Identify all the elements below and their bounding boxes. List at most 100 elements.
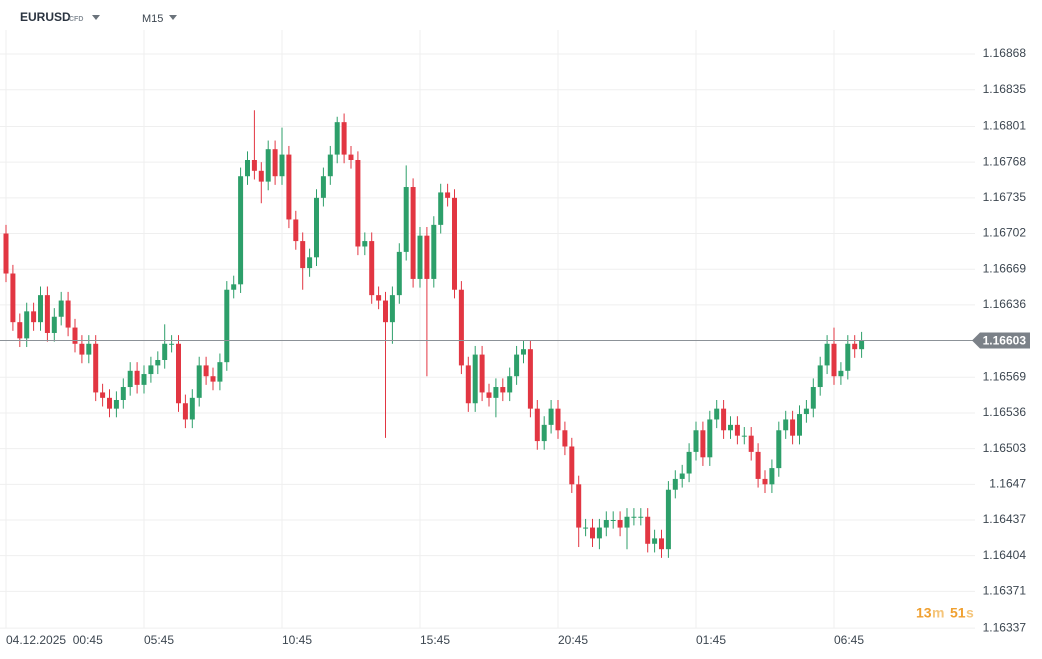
candle-body (189, 397, 195, 420)
candle-body (320, 176, 326, 198)
candle-body (852, 343, 858, 350)
candle-body (348, 154, 354, 160)
axis: 1.16868 1.16835 1.16801 1.16768 1.16735 1.167… (0, 46, 1030, 647)
candles (3, 110, 865, 558)
candle-body (307, 257, 313, 269)
candle-body (617, 520, 623, 528)
candle-body (700, 430, 706, 458)
dropdown-arrow[interactable] (92, 15, 100, 20)
candle-body (748, 435, 754, 452)
candle-body (44, 295, 50, 333)
symbol-tag: CFD (69, 16, 83, 23)
candle-body (58, 300, 64, 317)
candle-body (217, 362, 223, 382)
timeframe[interactable]: M15 (142, 13, 163, 25)
candle-body (569, 446, 575, 485)
candle-body (51, 316, 57, 333)
candle-body (334, 122, 340, 155)
candle-body (803, 408, 809, 415)
y-tick-label: 1.16868 (983, 46, 1027, 60)
candle-body (659, 538, 664, 550)
y-tick-label: 1.16503 (983, 441, 1027, 455)
candle-body (224, 289, 230, 363)
candle-body (127, 370, 133, 388)
candle-body (383, 300, 388, 323)
grid (0, 30, 975, 629)
candle-body (797, 414, 802, 436)
candle-body (362, 241, 368, 247)
candle-body (417, 235, 423, 279)
candle-body (665, 489, 671, 550)
candle-body (3, 233, 9, 274)
candle-body (272, 149, 278, 177)
candle-body (831, 343, 837, 377)
candle-body (258, 170, 264, 182)
candle-body (31, 311, 37, 323)
y-tick-label: 1.16371 (983, 584, 1027, 598)
candle-body (155, 360, 161, 366)
y-tick-label: 1.16569 (983, 369, 1027, 383)
candle-body (645, 516, 651, 544)
x-tick-label: 15:45 (420, 633, 450, 647)
candle-body (162, 343, 168, 360)
candle-body (790, 419, 796, 436)
candle-body (507, 376, 513, 393)
candle-body (755, 451, 761, 479)
candle-body (389, 295, 395, 323)
candle-body (845, 343, 851, 371)
candle-body (817, 365, 823, 388)
candle-body (210, 376, 216, 382)
candle-body (479, 354, 485, 393)
candle-body (120, 387, 126, 400)
candle-body (672, 478, 678, 490)
candle-body (514, 354, 520, 377)
candle-body (134, 370, 140, 385)
candle-body (286, 154, 292, 220)
candle-body (458, 289, 464, 366)
y-tick-label: 1.16437 (983, 512, 1027, 526)
dropdown-arrow[interactable] (169, 15, 177, 20)
candle-body (465, 365, 471, 404)
candle-body (583, 527, 589, 529)
y-tick-label: 1.16835 (983, 82, 1027, 96)
candle-body (783, 419, 789, 431)
candle-body (596, 527, 602, 539)
candle-body (72, 327, 78, 344)
countdown-minutes: 13 (916, 605, 932, 621)
candle-body (251, 160, 257, 171)
candle-body (17, 322, 23, 339)
candle-body (728, 424, 733, 431)
candle-body (534, 408, 540, 442)
x-tick-label: 20:45 (558, 633, 588, 647)
candle-body (603, 520, 609, 528)
candle-body (431, 224, 437, 279)
candle-body (107, 397, 112, 409)
y-tick-label: 1.16636 (983, 297, 1027, 311)
candle-body (203, 365, 209, 377)
candle-body (555, 408, 561, 431)
candle-body (10, 273, 16, 323)
candle-body (376, 295, 382, 301)
candle-body (486, 392, 492, 398)
y-tick-label: 1.16669 (983, 261, 1027, 275)
countdown: 13 m 51 s (916, 605, 974, 621)
candle-body (86, 343, 92, 355)
candle-body (403, 187, 409, 252)
candle-body (79, 343, 85, 355)
candle-body (424, 235, 430, 279)
x-tick-label: 01:45 (696, 633, 726, 647)
symbol[interactable]: EURUSD (20, 10, 71, 24)
y-tick-label: 1.16404 (983, 548, 1027, 562)
candle-body (693, 430, 699, 452)
candle-body (438, 192, 444, 225)
candle-body (245, 160, 250, 177)
countdown-unit: s (966, 605, 974, 621)
candle-body (590, 527, 595, 539)
candle-body (472, 354, 478, 404)
candle-body (810, 387, 816, 409)
candle-body (65, 300, 71, 328)
x-tick-label: 04.12.2025 00:45 (6, 633, 103, 647)
y-tick-label: 1.16801 (983, 119, 1027, 133)
candle-body (527, 349, 533, 409)
